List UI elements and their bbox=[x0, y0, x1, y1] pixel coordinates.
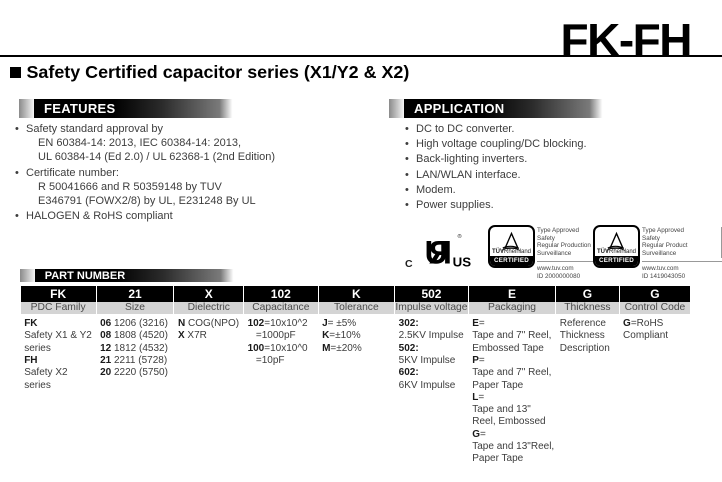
svg-text:US: US bbox=[453, 255, 472, 270]
svg-text:®: ® bbox=[458, 233, 463, 240]
svg-text:C: C bbox=[405, 258, 413, 270]
svg-text:R: R bbox=[429, 235, 452, 270]
